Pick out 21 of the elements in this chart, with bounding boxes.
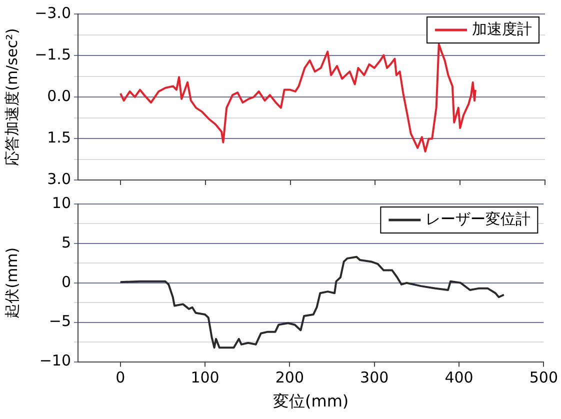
y-tick-label: 3.0 xyxy=(47,170,71,188)
x-tick-label: 0 xyxy=(116,368,126,387)
y-tick-label: −5 xyxy=(48,312,71,330)
legend-label: 加速度計 xyxy=(472,20,532,38)
y-tick-label: −1.5 xyxy=(34,45,71,64)
x-tick-label: 100 xyxy=(190,368,220,387)
y-axis-title: 応答加速度(m/sec²) xyxy=(2,28,21,166)
x-tick-label: 400 xyxy=(444,368,474,387)
x-tick-label: 200 xyxy=(275,368,304,387)
x-tick-label: 500 xyxy=(529,368,558,387)
x-axis-title: 変位(mm) xyxy=(273,392,349,411)
y-tick-label: −3.0 xyxy=(34,4,71,22)
y-tick-label: 1.5 xyxy=(47,128,71,146)
y-axis-title: 起伏(mm) xyxy=(2,247,21,318)
y-tick-label: 10 xyxy=(52,194,71,212)
y-tick-label: −10 xyxy=(39,352,71,370)
x-tick-label: 300 xyxy=(360,368,389,387)
y-tick-label: 5 xyxy=(61,233,71,252)
y-tick-label: 0 xyxy=(61,272,71,291)
y-tick-label: 0.0 xyxy=(47,86,71,105)
legend-label: レーザー変位計 xyxy=(426,210,531,228)
